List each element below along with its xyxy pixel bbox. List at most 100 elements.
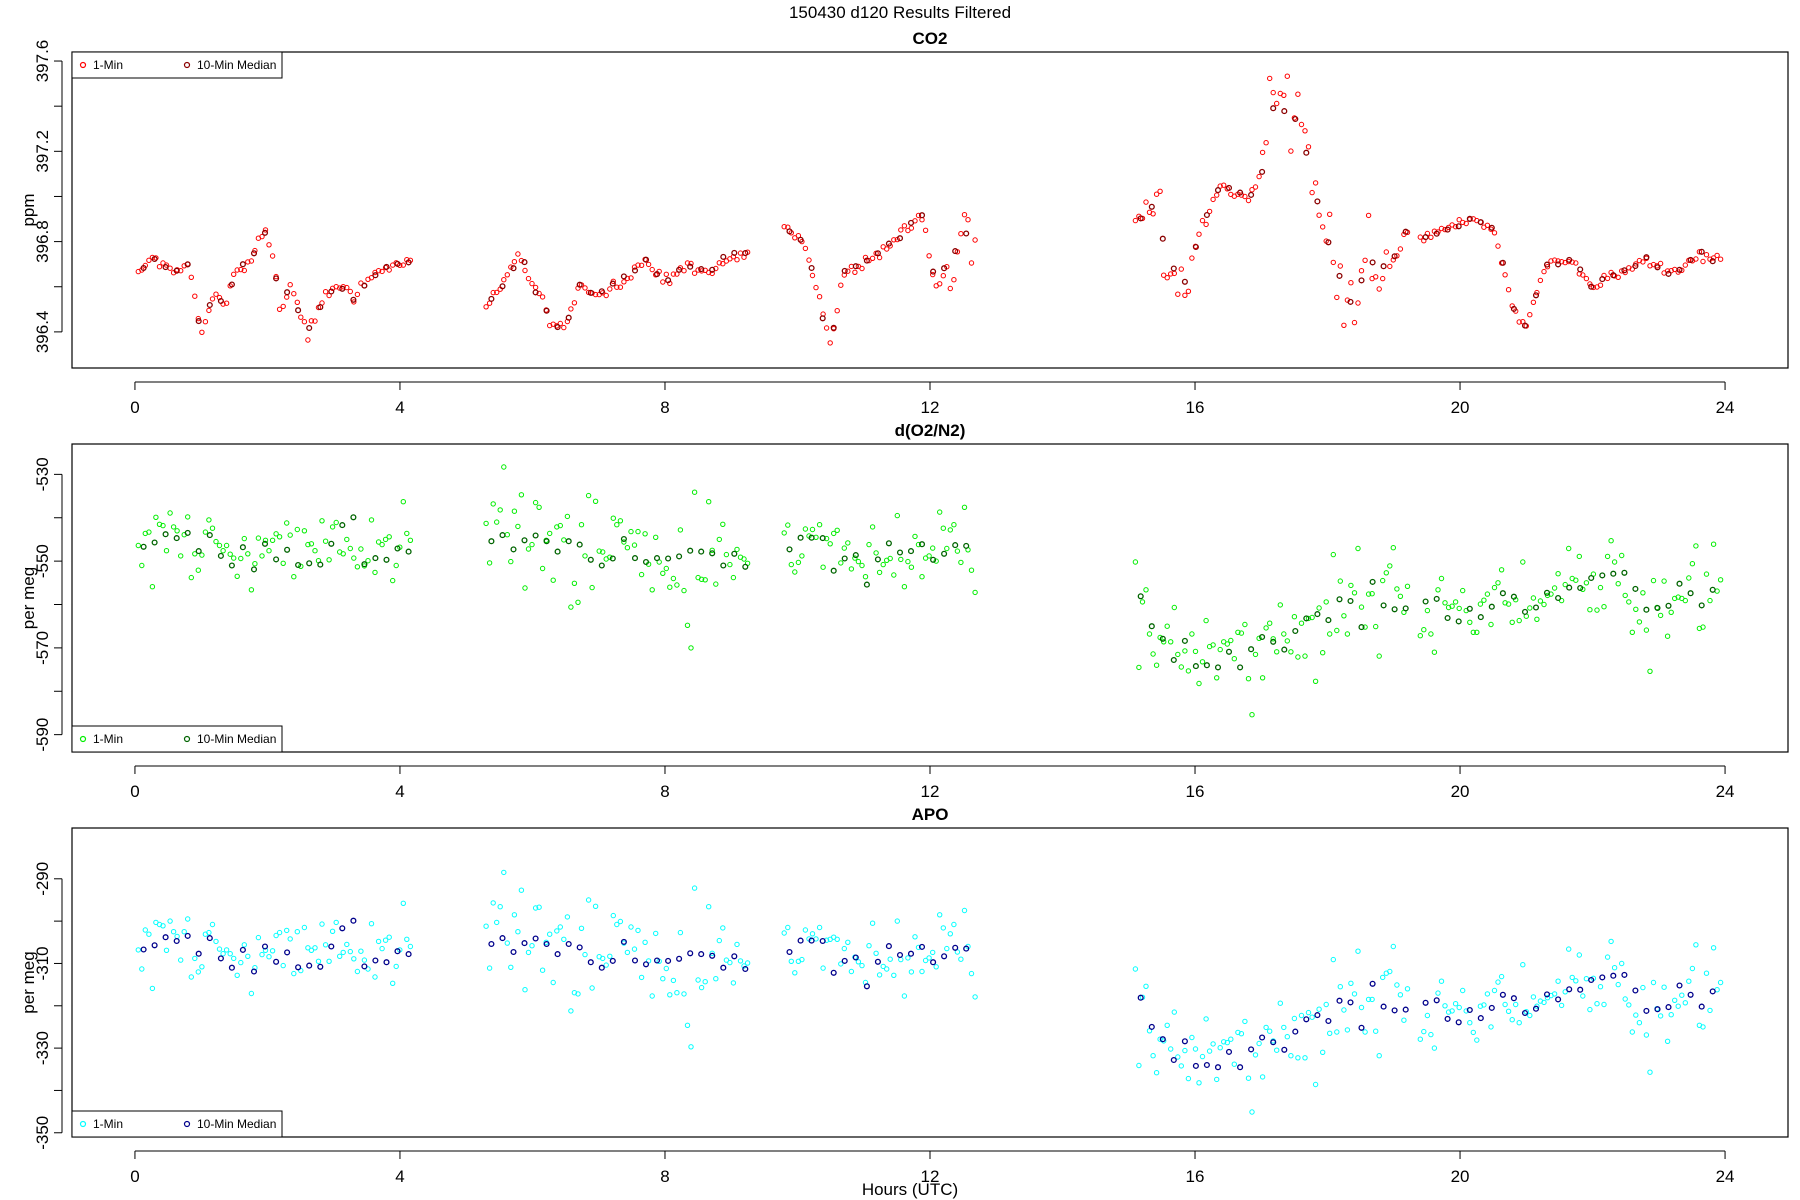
data-point [1498,567,1505,573]
data-point [792,569,798,575]
data-point [1369,591,1375,597]
data-point [239,261,246,268]
data-point [1291,115,1298,121]
y-axis-label: per meg [19,567,38,629]
data-point [720,253,727,260]
data-point [486,965,493,971]
data-point [1245,676,1252,682]
data-point [1689,561,1696,567]
data-point [329,928,336,934]
data-point [1527,1012,1533,1019]
data-point [901,993,908,999]
data-point [1587,1006,1593,1013]
data-point [1601,604,1607,610]
data-point [238,959,244,966]
data-point [1256,635,1262,641]
data-point [667,584,673,590]
data-point [1270,89,1276,96]
data-point [358,948,364,954]
data-point [571,300,578,306]
data-point [539,565,546,572]
data-point [1594,1001,1600,1007]
data-point [1654,1006,1661,1013]
data-point [209,921,216,928]
data-point [698,548,705,555]
data-point [565,940,572,948]
data-point [1636,619,1643,625]
data-point [741,963,747,969]
data-point [339,285,346,292]
data-point [1397,992,1404,998]
data-point [852,552,859,559]
data-point [663,565,669,572]
data-point [1259,633,1266,641]
data-point [621,539,627,545]
data-point [1456,1004,1462,1011]
data-point [1654,604,1661,612]
data-point [248,587,255,593]
data-point [827,340,833,346]
data-point [1302,1055,1308,1061]
data-point [1391,253,1398,260]
data-point [786,228,793,235]
data-point [1438,575,1445,582]
data-point [1358,604,1365,610]
data-point [1664,268,1671,274]
data-point [863,983,870,990]
data-point [497,904,503,910]
data-point [1334,1029,1340,1035]
data-point [1636,1020,1643,1026]
data-point [781,224,787,230]
data-point [841,267,848,274]
data-points [135,464,1724,718]
data-point [674,990,680,996]
data-point [1150,651,1156,657]
data-point [262,227,269,233]
data-point [1281,92,1287,99]
data-point [192,293,198,299]
data-point [347,288,353,295]
data-point [241,942,248,948]
data-point [1238,1031,1245,1037]
data-point [368,921,375,927]
data-point [354,564,361,570]
data-point [631,957,639,964]
data-point [834,527,840,533]
data-point [1132,559,1139,565]
data-point [709,550,716,557]
series-1-min [135,869,1724,1115]
data-point [1336,596,1343,603]
data-point [266,242,272,248]
data-point [1214,675,1220,681]
data-point [490,289,496,296]
data-point [1298,620,1305,626]
data-point [170,929,177,935]
data-point [1510,305,1517,312]
x-tick-label: 8 [660,1167,669,1186]
data-point [1274,100,1280,107]
data-point [731,550,738,557]
data-point [382,536,389,543]
data-point [631,946,638,952]
data-point [394,260,401,267]
data-point [1452,224,1459,230]
data-point [1463,1008,1469,1014]
data-point [1615,274,1621,280]
data-point [1181,1038,1188,1045]
data-point [802,927,809,933]
data-point [1309,189,1315,196]
data-point [1267,75,1273,82]
data-point [499,283,506,290]
data-point [1499,991,1506,998]
data-point [317,561,324,568]
data-point [631,267,639,274]
data-point [1417,1036,1424,1042]
data-point [676,955,683,962]
data-point [1488,603,1495,610]
data-point [1355,300,1361,306]
data-point [1214,1076,1220,1083]
data-point [1629,1029,1636,1035]
data-point [188,274,195,280]
data-point [501,869,507,876]
data-point [940,525,946,531]
